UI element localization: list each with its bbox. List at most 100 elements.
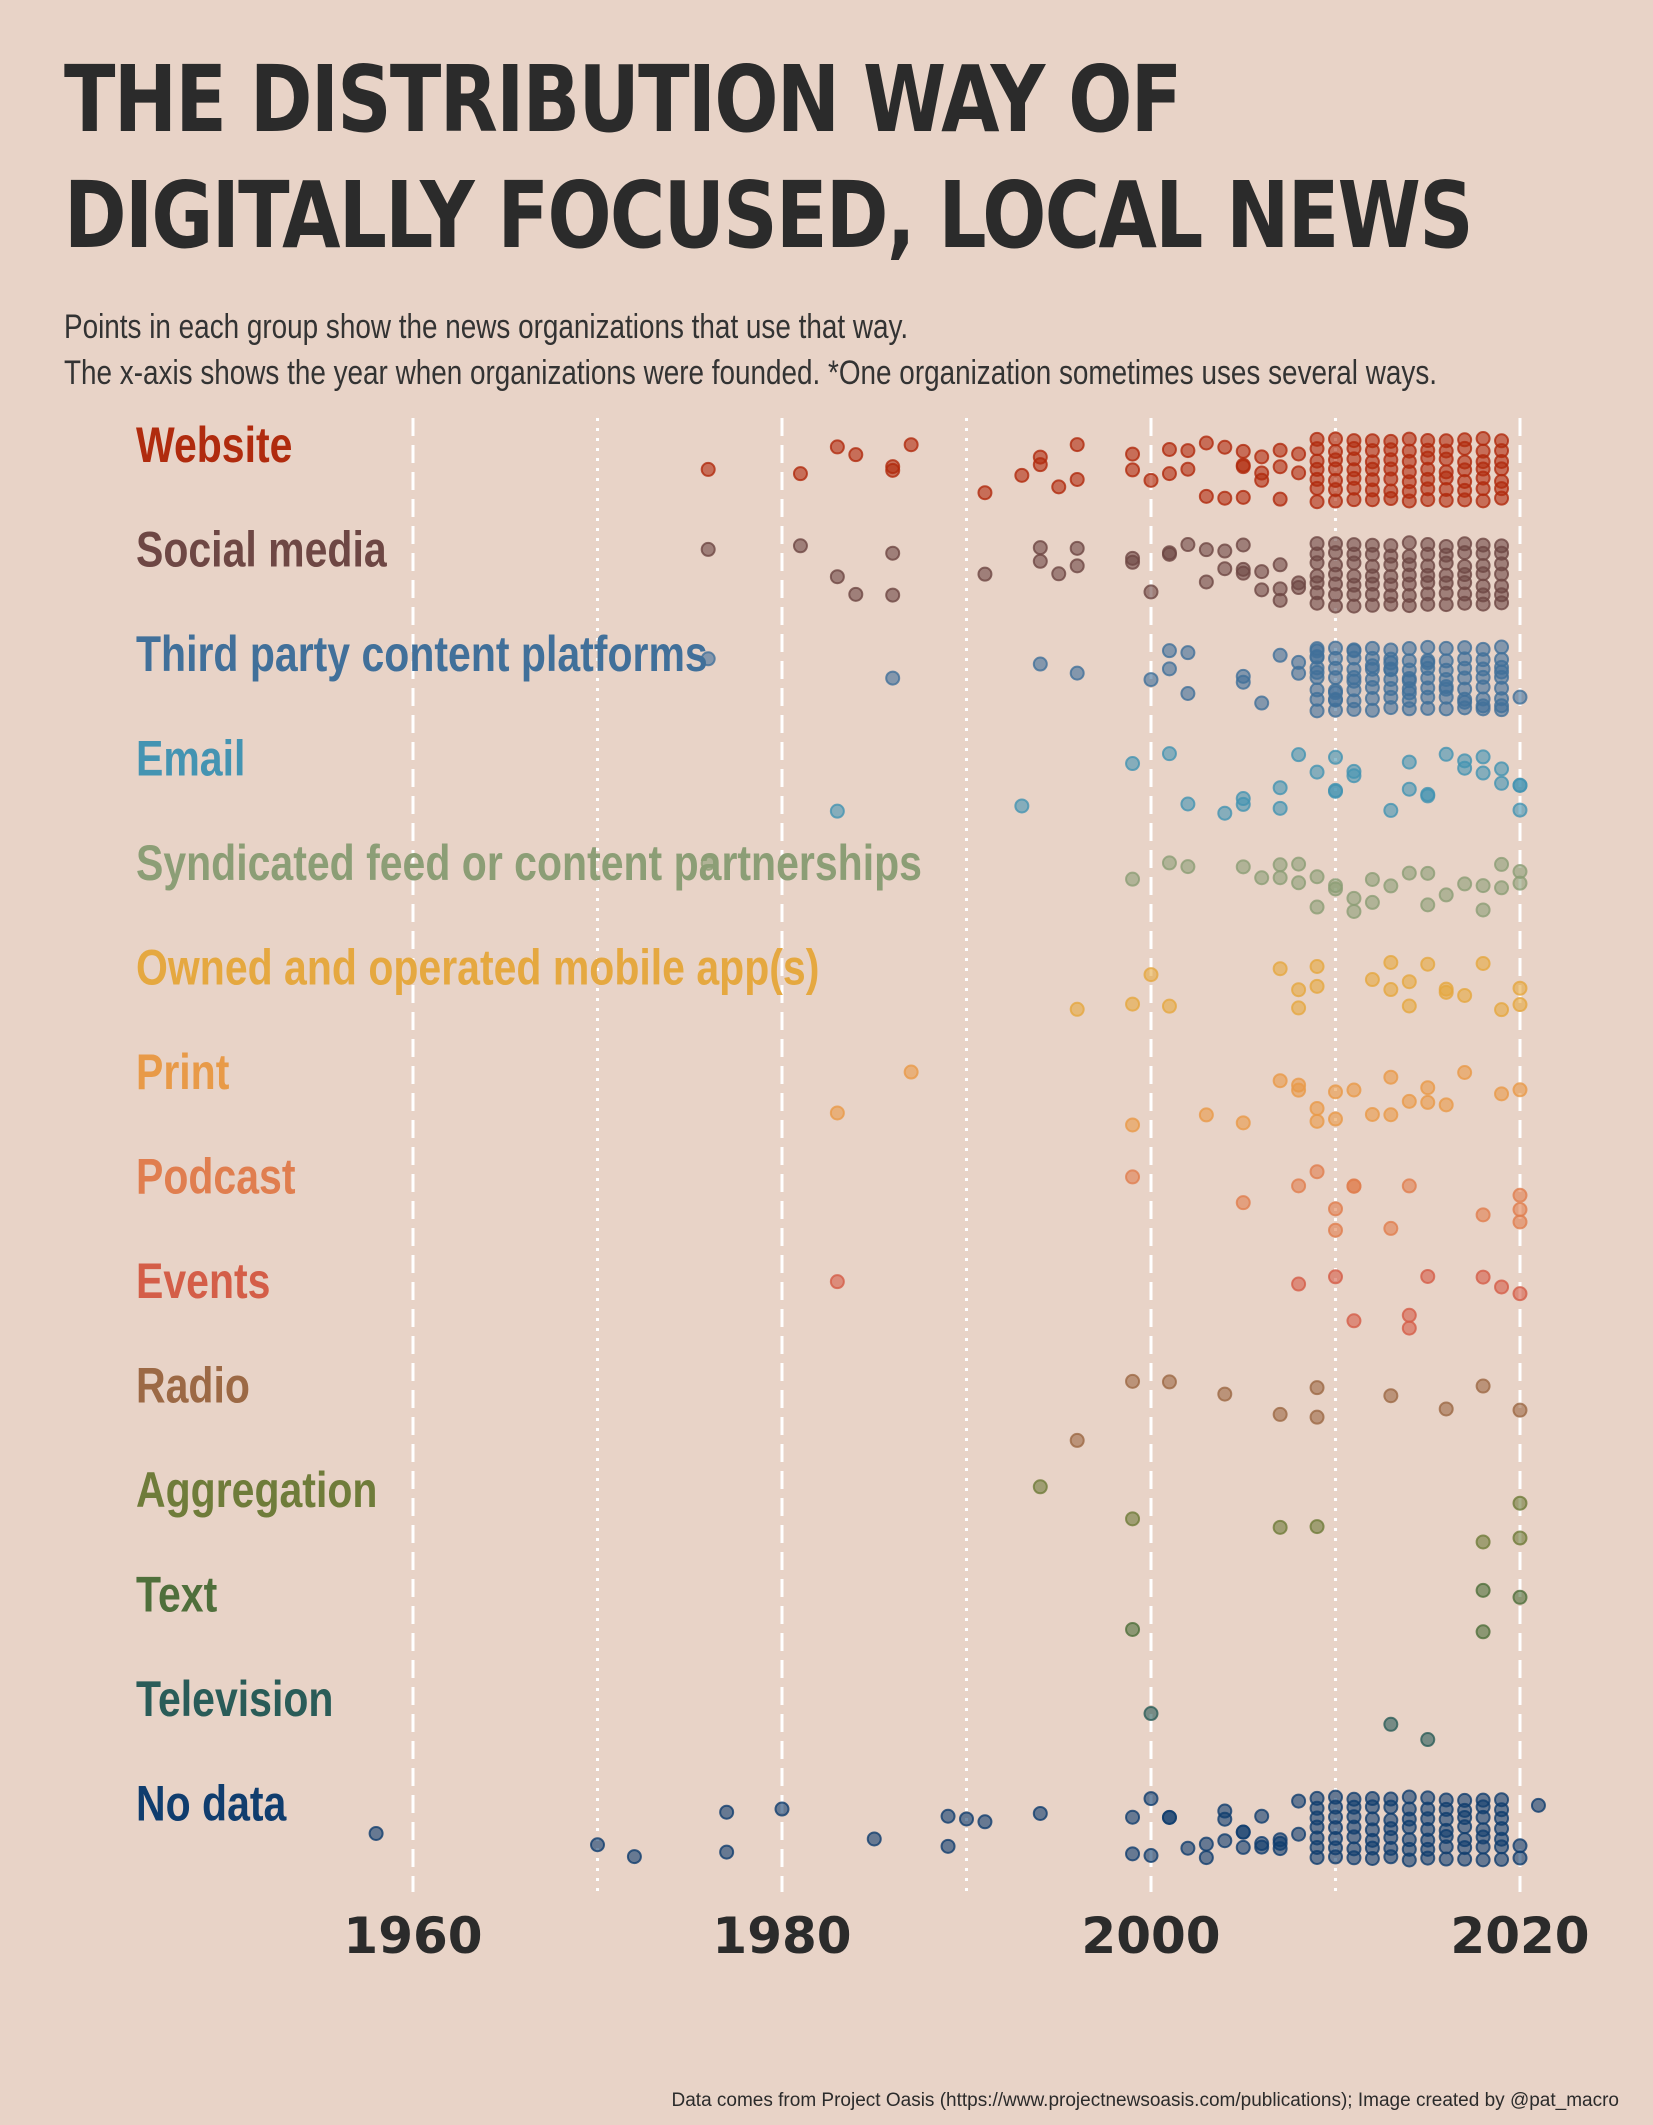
data-point [1217, 543, 1233, 559]
data-point [1032, 1805, 1048, 1821]
data-point [1309, 959, 1325, 975]
data-point [1198, 542, 1214, 558]
data-point [1364, 871, 1380, 887]
data-point [1457, 753, 1473, 769]
data-point [1401, 641, 1417, 657]
data-point [1420, 700, 1436, 716]
data-point [1272, 870, 1288, 886]
data-point [1309, 480, 1325, 496]
chart-subtitle: Points in each group show the news organ… [64, 304, 1437, 396]
data-point [1346, 492, 1362, 508]
data-point [1235, 489, 1251, 505]
data-point [1401, 1178, 1417, 1194]
data-point [1475, 1809, 1491, 1825]
data-point [1475, 596, 1491, 612]
data-point [1143, 584, 1159, 600]
data-point [1309, 1164, 1325, 1180]
data-point [1161, 661, 1177, 677]
data-point [1475, 902, 1491, 918]
data-point [1328, 1111, 1343, 1127]
data-point [1438, 701, 1454, 717]
data-point [1401, 754, 1417, 770]
data-point [1346, 701, 1362, 717]
x-axis-ticks: 1960 1980 2000 2020 [343, 1907, 1589, 1965]
data-point [977, 485, 993, 501]
data-point [1328, 783, 1343, 799]
data-point [959, 1811, 974, 1827]
subtitle-line-1: Points in each group show the news organ… [64, 308, 909, 346]
data-point [1401, 1819, 1417, 1835]
data-point [1291, 1826, 1307, 1842]
data-point [1198, 574, 1214, 590]
data-point [1494, 761, 1510, 777]
data-point [1364, 894, 1380, 910]
data-point [1069, 1432, 1085, 1448]
data-point [1420, 865, 1436, 881]
data-point [1235, 1839, 1251, 1855]
group-label: Radio [136, 1358, 250, 1414]
data-point [829, 803, 845, 819]
data-point [626, 1849, 642, 1865]
data-point [1272, 1519, 1288, 1535]
data-point [1494, 702, 1510, 718]
data-point [719, 1844, 735, 1860]
data-point [1438, 640, 1454, 656]
data-point [1272, 491, 1288, 507]
data-point [829, 569, 845, 585]
chart-title: THE DISTRIBUTION WAY OF DIGITALLY FOCUSE… [64, 42, 1474, 274]
x-tick-label: 2020 [1450, 1907, 1589, 1965]
data-point [1291, 1082, 1307, 1098]
data-point [1438, 597, 1454, 613]
data-points [368, 431, 1546, 1868]
data-point [903, 1064, 919, 1080]
data-point [1420, 1094, 1436, 1110]
data-point [1420, 1850, 1436, 1866]
data-point [1401, 1307, 1417, 1323]
data-point [1291, 1178, 1307, 1194]
group-label: Owned and operated mobile app(s) [136, 940, 819, 996]
data-point [940, 1808, 956, 1824]
data-point [792, 538, 808, 554]
data-point [1494, 775, 1510, 791]
data-point [1383, 491, 1399, 507]
data-point [1512, 863, 1528, 879]
data-point [1346, 598, 1362, 614]
data-point [1217, 805, 1233, 821]
data-point [1328, 670, 1343, 686]
data-point [1457, 440, 1473, 456]
data-point [1401, 1093, 1417, 1109]
data-point [1475, 1582, 1491, 1598]
data-point [1475, 701, 1491, 717]
data-point [1291, 654, 1307, 670]
data-point [1438, 1851, 1454, 1867]
data-point [1161, 643, 1177, 659]
data-point [1254, 1808, 1270, 1824]
data-point [1512, 777, 1528, 793]
data-point [1069, 558, 1085, 574]
data-point [829, 439, 845, 455]
data-point [1069, 471, 1085, 487]
data-point [1032, 540, 1048, 556]
data-point [700, 855, 716, 871]
data-point [885, 545, 901, 561]
data-point [1291, 1000, 1307, 1016]
group-label: Television [136, 1671, 333, 1727]
data-point [590, 1837, 605, 1853]
data-point [774, 1801, 790, 1817]
data-point [885, 670, 901, 686]
data-point [1512, 1082, 1528, 1098]
data-point [1272, 1073, 1288, 1089]
data-point [1401, 1320, 1417, 1336]
data-point [1512, 1530, 1528, 1546]
data-point [1309, 1409, 1325, 1425]
data-point [1512, 1214, 1528, 1230]
title-line-2: DIGITALLY FOCUSED, LOCAL NEWS [64, 162, 1474, 269]
data-point [1272, 780, 1288, 796]
data-point [1512, 1202, 1528, 1218]
data-point [903, 437, 919, 453]
data-point [1198, 488, 1214, 504]
data-point [1383, 1388, 1399, 1404]
data-point [1438, 1097, 1454, 1113]
data-point [1272, 647, 1288, 663]
data-point [1364, 1799, 1380, 1815]
